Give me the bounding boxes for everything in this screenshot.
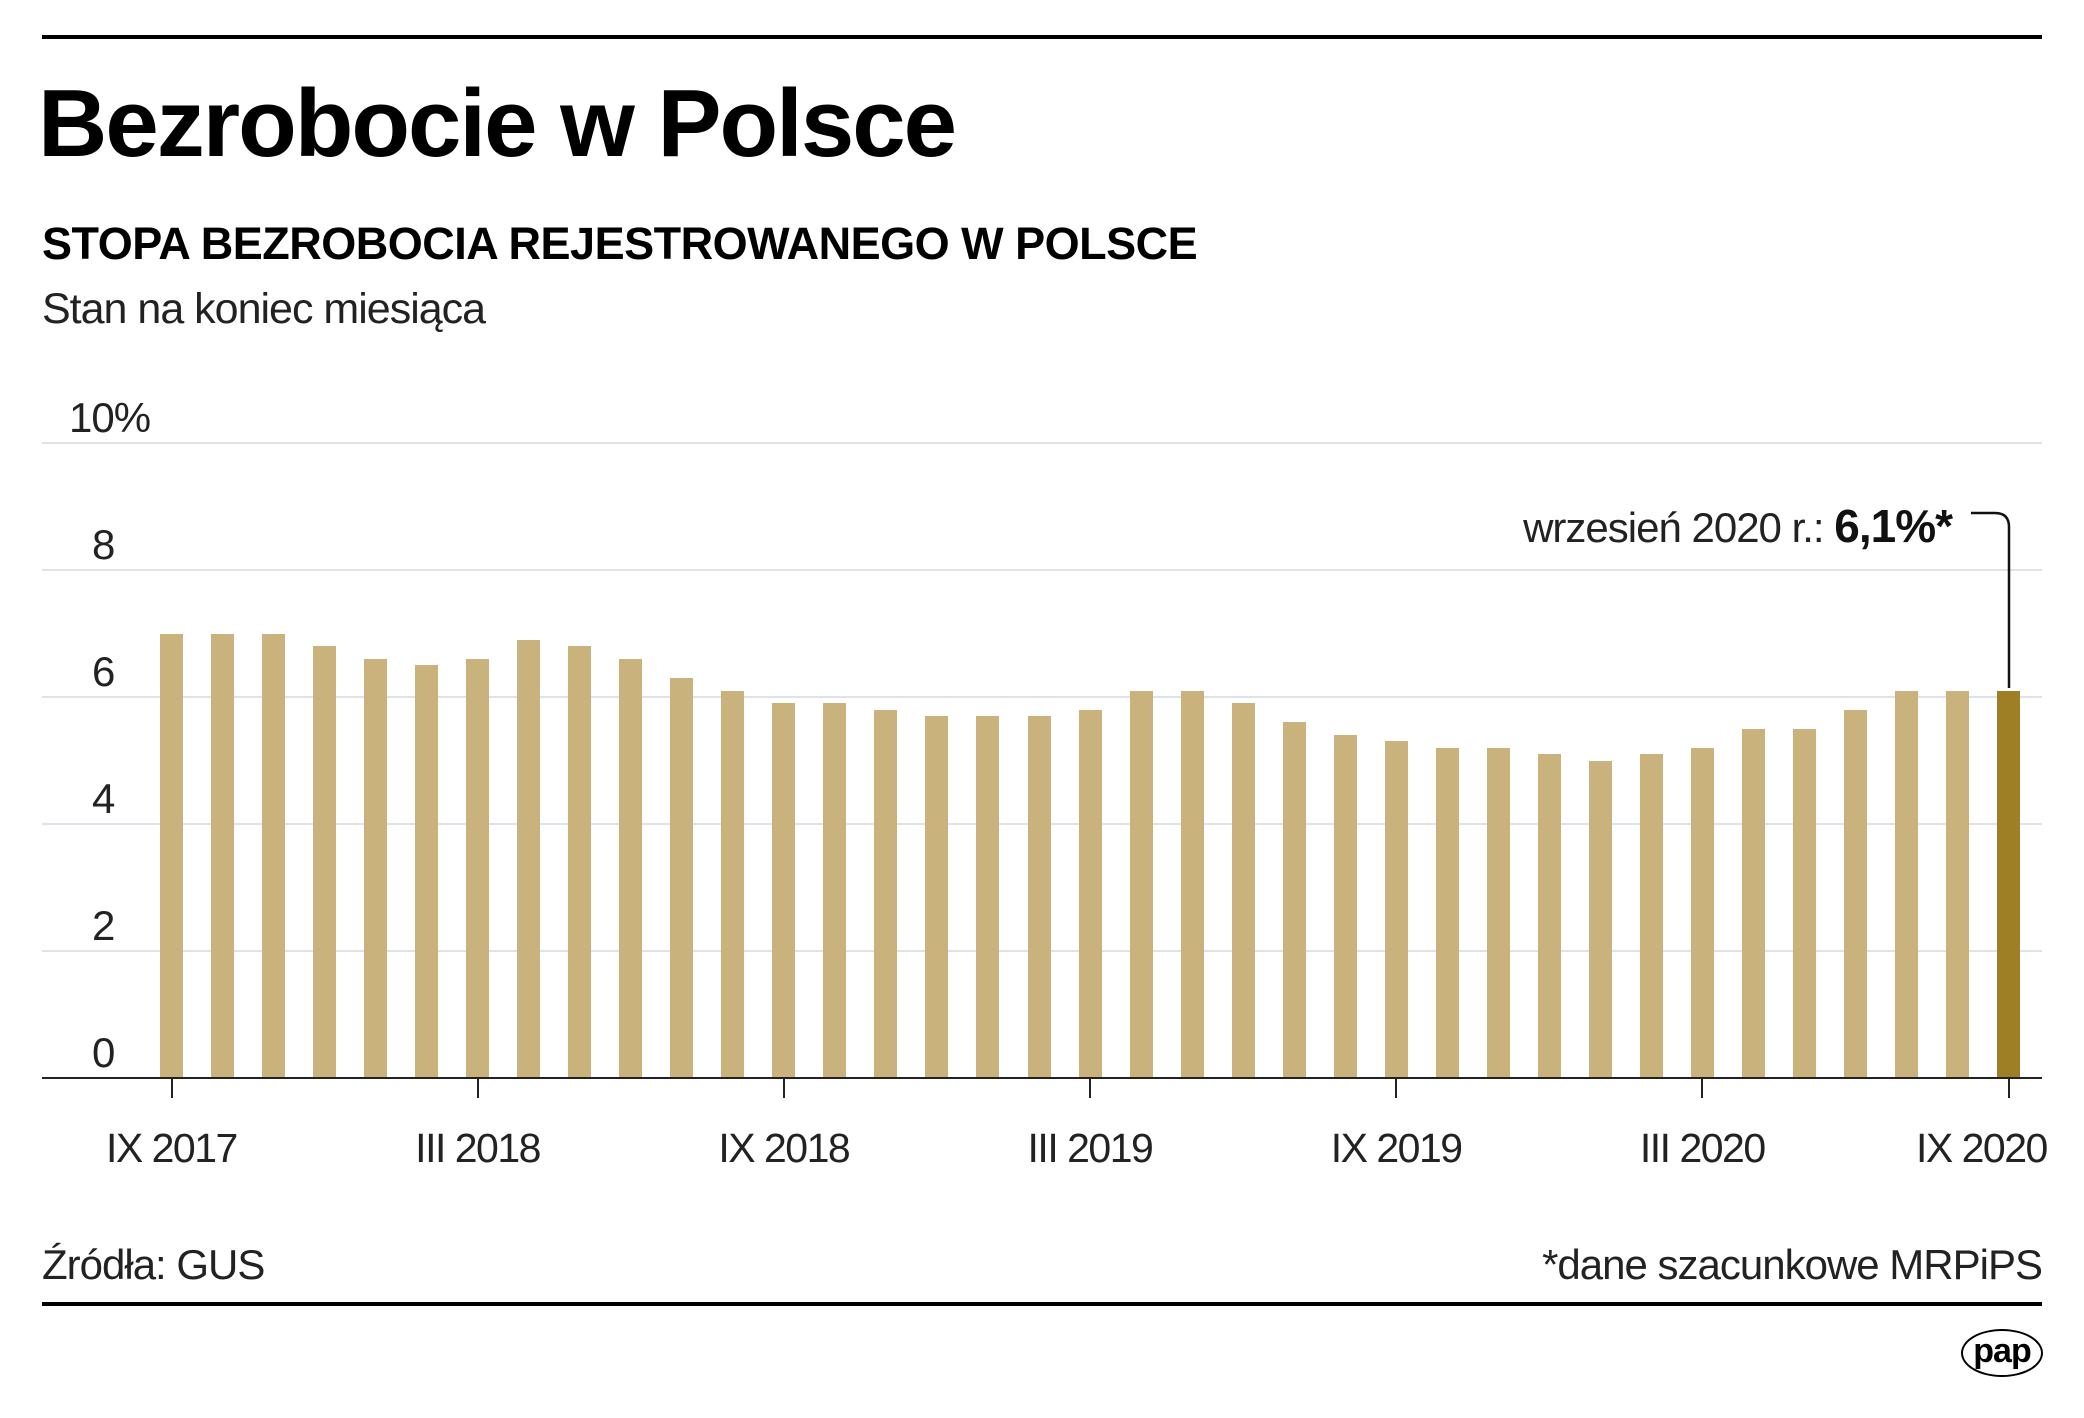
x-axis-line [42,1077,2042,1079]
bar [364,658,388,1077]
bar [1180,690,1204,1077]
bar [976,716,1000,1077]
x-tick-label: IX 2020 [1916,1125,2048,1171]
y-tick-label: 0 [92,1029,115,1076]
bar [670,677,694,1077]
y-tick-label: 10% [69,394,151,441]
x-tick [1701,1078,1704,1098]
pap-logo: pap [1961,1329,2043,1377]
bar [1333,735,1357,1077]
gridline [42,569,2042,571]
bar [1129,690,1153,1077]
x-tick-label: IX 2019 [1330,1125,1463,1171]
x-tick [1395,1078,1398,1098]
pap-logo-text: pap [1973,1332,2031,1370]
bar [1792,728,1816,1077]
bar [1384,741,1408,1077]
bar [313,646,337,1077]
bar [1741,728,1765,1077]
bar [415,665,439,1077]
x-tick-label: IX 2018 [718,1125,850,1171]
y-tick-label: 6 [92,648,115,695]
bar [1537,754,1561,1077]
x-tick [2007,1078,2010,1098]
bar [1435,747,1459,1077]
bar [1895,690,1919,1077]
x-tick-label: III 2019 [1027,1125,1154,1171]
footnote-label: *dane szacunkowe MRPiPS [1542,1241,2043,1288]
bar [874,709,898,1077]
x-tick [476,1078,479,1098]
latest-value-annotation: wrzesień 2020 r.: 6,1%* [1523,500,1953,552]
bar [1588,760,1612,1077]
page-title: Bezrobocie w Polsce [38,70,957,177]
source-label: Źródła: GUS [42,1241,265,1288]
y-tick-label: 8 [92,521,115,568]
bar [1946,690,1970,1077]
bar [721,690,745,1077]
y-tick-label: 2 [92,902,115,949]
x-tick-label: IX 2017 [106,1125,238,1171]
gridline [42,442,2042,444]
y-tick-label: 4 [92,775,115,822]
bar [1639,754,1663,1077]
bar [517,639,541,1077]
annotation-value: 6,1%* [1834,500,1953,552]
top-rule [42,35,2042,39]
bar [211,633,235,1077]
chart-note: Stan na koniec miesiąca [42,285,486,333]
x-tick-label: III 2018 [415,1125,541,1171]
bar [1486,747,1510,1077]
bar [160,633,183,1077]
bar [1231,703,1255,1077]
bar [568,646,592,1077]
bar [925,716,949,1077]
bar-highlighted [1997,690,2021,1077]
bottom-rule [42,1302,2042,1306]
bar [1282,722,1306,1077]
bar [1027,716,1051,1077]
bar [1078,709,1102,1077]
x-tick [170,1078,173,1098]
bar [823,703,847,1077]
bar [1690,747,1714,1077]
x-tick [1089,1078,1092,1098]
x-tick [782,1078,785,1098]
annotation-prefix: wrzesień 2020 r.: [1523,504,1835,551]
gridline [42,696,2042,698]
chart-subtitle: STOPA BEZROBOCIA REJESTROWANEGO W POLSCE [42,218,1198,269]
bar [466,658,490,1077]
x-tick-label: III 2020 [1639,1125,1766,1171]
bar [262,633,286,1077]
bar [772,703,796,1077]
bar [619,658,643,1077]
bar [1843,709,1867,1077]
